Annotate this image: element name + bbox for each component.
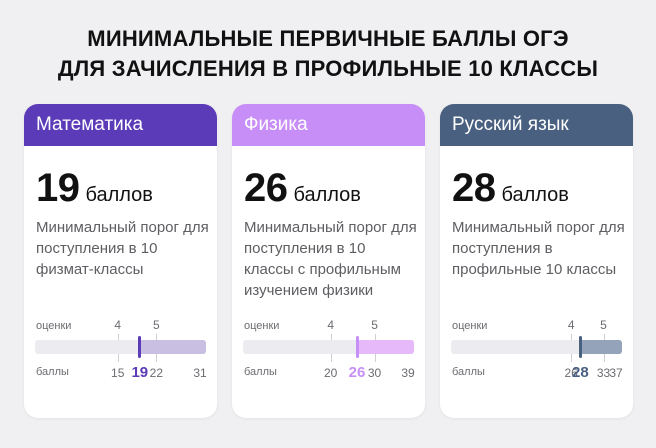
description: Минимальный порог для поступления в 10 к… bbox=[244, 219, 417, 299]
score-scale: оценки 4 5 баллы 26 28 33 37 bbox=[440, 314, 633, 384]
score-value: 26 bbox=[244, 166, 288, 210]
points-max: 37 bbox=[609, 366, 623, 380]
points-grade-4: 15 bbox=[111, 366, 125, 380]
grades-label: оценки bbox=[244, 320, 280, 332]
subject-name: Физика bbox=[244, 114, 308, 135]
card-russian: Русский язык 28 баллов Минимальный порог… bbox=[440, 104, 633, 418]
current-score-label: 28 bbox=[572, 364, 589, 381]
points-grade-5: 33 bbox=[596, 366, 611, 380]
score-row: 26 баллов bbox=[244, 166, 361, 211]
scale-fill bbox=[357, 340, 414, 354]
title-line-2: ДЛЯ ЗАЧИСЛЕНИЯ В ПРОФИЛЬНЫЕ 10 КЛАССЫ bbox=[57, 56, 599, 81]
current-score-marker bbox=[355, 336, 359, 358]
card-header: Физика bbox=[232, 104, 425, 146]
grades-label: оценки bbox=[452, 320, 488, 332]
score-unit: баллов bbox=[85, 184, 153, 206]
card-header: Русский язык bbox=[440, 104, 633, 146]
page-title: МИНИМАЛЬНЫЕ ПЕРВИЧНЫЕ БАЛЛЫ ОГЭ ДЛЯ ЗАЧИ… bbox=[0, 24, 656, 84]
points-label: баллы bbox=[244, 366, 277, 378]
grade-4-label: 4 bbox=[327, 318, 335, 332]
scale-fill bbox=[139, 340, 206, 354]
description: Минимальный порог для поступления в 10 ф… bbox=[36, 219, 209, 278]
score-scale: оценки 4 5 баллы 20 26 30 39 bbox=[232, 314, 425, 384]
points-label: баллы bbox=[452, 366, 485, 378]
grade-5-label: 5 bbox=[371, 318, 378, 332]
points-max: 31 bbox=[193, 366, 207, 380]
score-value: 28 bbox=[452, 166, 496, 210]
grades-label: оценки bbox=[36, 320, 72, 332]
card-header: Математика bbox=[24, 104, 217, 146]
grade-4-label: 4 bbox=[114, 318, 122, 332]
grade-4-label: 4 bbox=[567, 318, 575, 332]
grade-5-label: 5 bbox=[600, 318, 607, 332]
score-scale: оценки 4 5 баллы 15 19 22 31 bbox=[24, 314, 217, 384]
score-row: 28 баллов bbox=[452, 166, 569, 211]
subject-name: Русский язык bbox=[452, 114, 569, 135]
subject-name: Математика bbox=[36, 114, 144, 135]
points-grade-5: 22 bbox=[149, 366, 164, 380]
current-score-marker bbox=[578, 336, 582, 358]
points-grade-4: 20 bbox=[324, 366, 338, 380]
score-row: 19 баллов bbox=[36, 166, 153, 211]
title-line-1: МИНИМАЛЬНЫЕ ПЕРВИЧНЫЕ БАЛЛЫ ОГЭ bbox=[87, 26, 569, 51]
current-score-label: 19 bbox=[131, 364, 149, 381]
card-mathematics: Математика 19 баллов Минимальный порог д… bbox=[24, 104, 217, 418]
description: Минимальный порог для поступления в проф… bbox=[452, 219, 625, 278]
points-grade-5: 30 bbox=[367, 366, 382, 380]
card-physics: Физика 26 баллов Минимальный порог для п… bbox=[232, 104, 425, 418]
points-max: 39 bbox=[401, 366, 415, 380]
score-unit: баллов bbox=[501, 184, 569, 206]
grade-5-label: 5 bbox=[153, 318, 160, 332]
score-value: 19 bbox=[36, 166, 80, 210]
current-score-label: 26 bbox=[348, 364, 366, 381]
scale-fill bbox=[580, 340, 622, 354]
score-unit: баллов bbox=[293, 184, 361, 206]
points-label: баллы bbox=[36, 366, 69, 378]
current-score-marker bbox=[138, 336, 142, 358]
points-grade-4: 26 bbox=[564, 366, 578, 380]
